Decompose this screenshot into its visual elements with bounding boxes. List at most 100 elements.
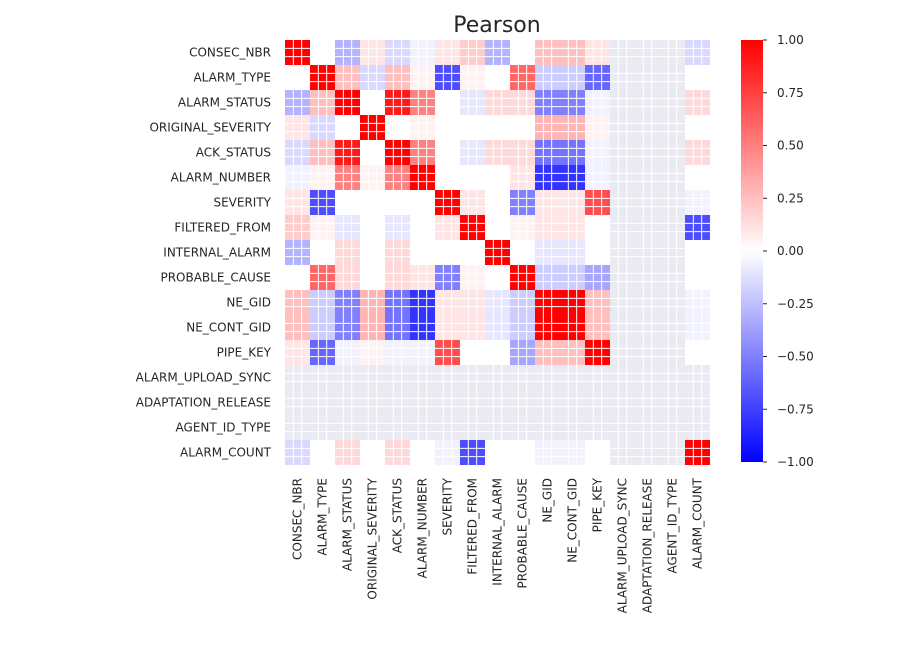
y-tick-label: ADAPTATION_RELEASE (136, 396, 271, 410)
x-tick-label: ACK_STATUS (391, 478, 405, 553)
heatmap-cells (285, 40, 710, 465)
heatmap-cell (660, 440, 685, 465)
heatmap-cell (335, 190, 360, 215)
heatmap-cell (435, 290, 460, 315)
heatmap-cell (560, 415, 585, 440)
heatmap-cell (285, 40, 310, 65)
heatmap-cell (385, 390, 410, 415)
heatmap-cell (685, 215, 710, 240)
heatmap-cell (535, 165, 560, 190)
heatmap-cell (685, 115, 710, 140)
heatmap-cell (435, 115, 460, 140)
x-tick-label: ORIGINAL_SEVERITY (366, 477, 380, 599)
heatmap-cell (360, 115, 385, 140)
heatmap-cell (460, 265, 485, 290)
heatmap-cell (460, 240, 485, 265)
heatmap-cell (435, 40, 460, 65)
heatmap-cell (635, 65, 660, 90)
heatmap-cell (435, 165, 460, 190)
heatmap-cell (385, 340, 410, 365)
heatmap-cell (360, 290, 385, 315)
heatmap-cell (410, 90, 435, 115)
heatmap-cell (685, 340, 710, 365)
heatmap-cell (460, 315, 485, 340)
heatmap-cell (335, 365, 360, 390)
heatmap-cell (510, 365, 535, 390)
heatmap-cell (535, 440, 560, 465)
heatmap-cell (360, 215, 385, 240)
heatmap-cell (610, 365, 635, 390)
heatmap-cell (335, 415, 360, 440)
heatmap-cell (310, 190, 335, 215)
heatmap-cell (685, 65, 710, 90)
y-tick-label: AGENT_ID_TYPE (176, 421, 271, 435)
heatmap-cell (635, 440, 660, 465)
heatmap-cell (285, 290, 310, 315)
heatmap-cell (385, 265, 410, 290)
heatmap-cell (385, 140, 410, 165)
heatmap-cell (460, 215, 485, 240)
heatmap-cell (535, 365, 560, 390)
heatmap-cell (535, 415, 560, 440)
y-tick-label: ALARM_COUNT (180, 446, 272, 460)
heatmap-cell (610, 415, 635, 440)
heatmap-cell (285, 240, 310, 265)
heatmap-cell (360, 265, 385, 290)
heatmap-cell (285, 190, 310, 215)
heatmap-cell (610, 65, 635, 90)
y-tick-label: NE_GID (226, 296, 271, 310)
heatmap-cell (560, 90, 585, 115)
heatmap-cell (535, 65, 560, 90)
heatmap-cell (585, 265, 610, 290)
heatmap-cell (460, 415, 485, 440)
heatmap-cell (585, 365, 610, 390)
heatmap-cell (685, 315, 710, 340)
heatmap-cell (435, 365, 460, 390)
heatmap-cell (410, 415, 435, 440)
heatmap-cell (610, 140, 635, 165)
heatmap-cell (510, 165, 535, 190)
heatmap-cell (610, 240, 635, 265)
heatmap-cell (460, 40, 485, 65)
heatmap-cell (635, 115, 660, 140)
x-tick-label: CONSEC_NBR (291, 478, 305, 560)
heatmap-cell (560, 365, 585, 390)
heatmap-cell (410, 390, 435, 415)
heatmap-cell (485, 115, 510, 140)
heatmap-cell (585, 140, 610, 165)
y-tick-label: ALARM_NUMBER (171, 171, 271, 185)
heatmap-cell (510, 240, 535, 265)
x-tick-label: PROBABLE_CAUSE (516, 478, 530, 589)
heatmap-cell (310, 390, 335, 415)
y-tick-label: PIPE_KEY (217, 346, 272, 360)
heatmap-cell (610, 390, 635, 415)
y-tick-label: ORIGINAL_SEVERITY (149, 121, 271, 135)
heatmap-cell (685, 165, 710, 190)
heatmap-cell (460, 365, 485, 390)
heatmap-cell (585, 340, 610, 365)
heatmap-cell (585, 440, 610, 465)
heatmap-cell (660, 240, 685, 265)
x-tick-label: ALARM_COUNT (691, 477, 705, 569)
heatmap-cell (460, 90, 485, 115)
x-tick-label: ALARM_STATUS (341, 478, 355, 571)
heatmap-cell (335, 115, 360, 140)
heatmap-cell (610, 115, 635, 140)
heatmap-cell (435, 315, 460, 340)
heatmap-cell (635, 415, 660, 440)
heatmap-cell (560, 190, 585, 215)
heatmap-cell (410, 340, 435, 365)
heatmap-cell (435, 65, 460, 90)
heatmap-cell (685, 290, 710, 315)
heatmap-cell (535, 115, 560, 140)
heatmap-cell (685, 265, 710, 290)
heatmap-cell (635, 265, 660, 290)
heatmap-cell (310, 65, 335, 90)
heatmap-cell (460, 190, 485, 215)
heatmap-cell (560, 140, 585, 165)
heatmap-cell (660, 190, 685, 215)
heatmap-cell (310, 365, 335, 390)
heatmap-cell (560, 65, 585, 90)
heatmap-cell (385, 290, 410, 315)
heatmap-cell (510, 340, 535, 365)
